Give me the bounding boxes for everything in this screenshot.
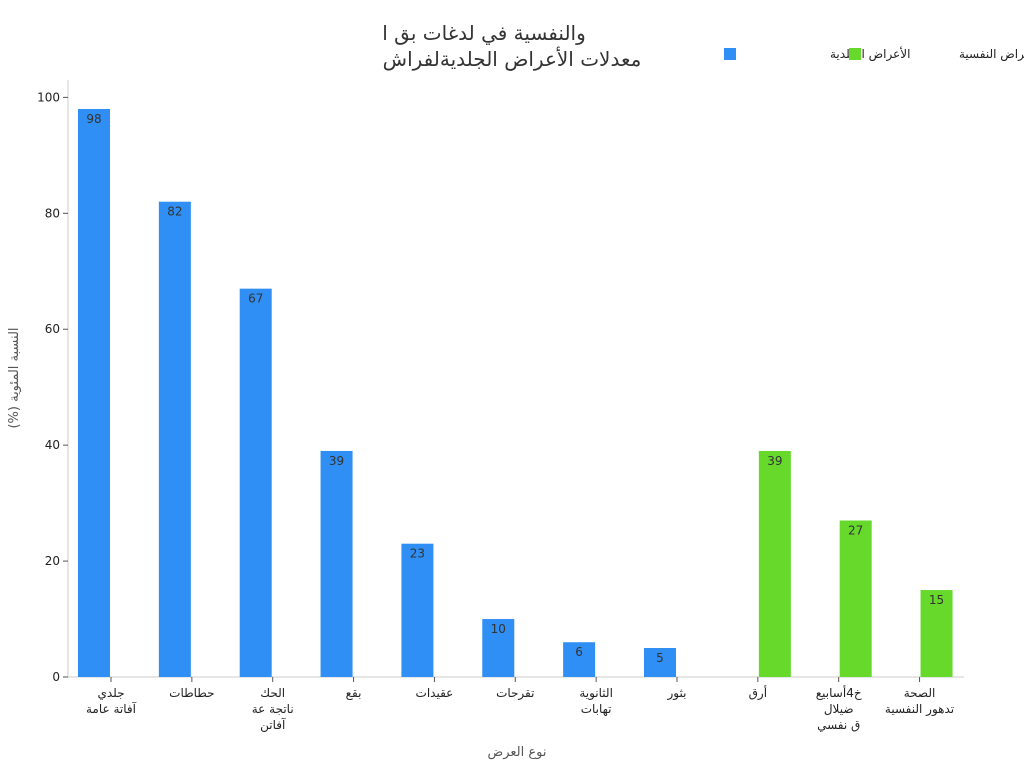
- legend-swatch-skin: [724, 48, 736, 60]
- bar-value-label: 23: [410, 547, 425, 561]
- y-tick-label: 40: [45, 438, 60, 452]
- y-tick-label: 20: [45, 554, 60, 568]
- bar: [563, 642, 596, 677]
- x-tick-label: خ4أسابيع ضيلال ق نفسي: [816, 685, 862, 732]
- x-tick-label: أرق: [749, 685, 767, 701]
- bar: [239, 288, 272, 677]
- x-tick-label-line: أرق: [749, 685, 767, 701]
- axes: 0 20 40 60 80 100 جلدي آفاتة عامة حطاطات الحك ناتج…: [37, 80, 964, 733]
- x-tick-label-line: الحك: [260, 686, 285, 700]
- bar: [920, 590, 953, 677]
- x-tick-label-line: ناتجة عة: [252, 702, 294, 716]
- y-tick-label: 0: [52, 670, 60, 684]
- x-tick-label: تقرحات: [496, 686, 534, 701]
- bar: [401, 543, 434, 677]
- x-tick-label-line: الصحة: [904, 686, 936, 700]
- bar: [78, 108, 110, 677]
- bar-value-label: 15: [929, 593, 944, 607]
- bars: 98 82 67 39 23 10 6 5 39 27 15: [78, 108, 953, 677]
- y-tick-label: 60: [45, 322, 60, 336]
- x-tick-label-line: تقرحات: [496, 686, 534, 701]
- x-tick-label: حطاطات: [169, 686, 214, 700]
- chart-title-line-2: معدلات الأعراض الجلديةلفراش: [383, 47, 642, 71]
- x-tick-label-line: آفاتة عامة: [86, 701, 137, 716]
- x-tick-label-line: بقع: [346, 686, 362, 700]
- bar-value-label: 5: [656, 651, 664, 665]
- bar-value-label: 39: [767, 454, 782, 468]
- bar-value-label: 39: [329, 454, 344, 468]
- x-tick-label: بثور: [666, 686, 686, 701]
- x-tick-label-line: عقيدات: [416, 686, 454, 700]
- x-tick-label-line: ضيلال: [824, 702, 854, 716]
- x-tick-label-line: جلدي: [97, 686, 124, 700]
- bar-value-label: 6: [575, 645, 583, 659]
- bar: [643, 648, 676, 677]
- x-tick-label: الحك ناتجة عة آفاتن: [252, 686, 294, 733]
- bar: [482, 619, 515, 677]
- y-tick-label: 80: [45, 206, 60, 220]
- bar-value-label: 67: [248, 292, 263, 306]
- x-tick-label: جلدي آفاتة عامة: [86, 686, 137, 716]
- x-tick-label: الصحة تدهور النفسية: [885, 686, 954, 717]
- bar: [839, 520, 872, 677]
- legend-swatch-psych: [849, 48, 861, 60]
- bar: [758, 450, 791, 677]
- bar: [320, 450, 353, 677]
- bar: [158, 201, 191, 677]
- x-tick-label-line: الثانوية: [579, 686, 613, 701]
- x-tick-label-line: تدهور النفسية: [885, 702, 954, 717]
- chart-title-line-1: والنفسية في لدغات بق ا: [382, 21, 586, 46]
- y-axis-title: النسبة المئوية (%): [7, 327, 22, 428]
- legend: الأعراض الجلدية الأعراض النفسية: [724, 46, 1024, 62]
- legend-label-skin: الأعراض الجلدية: [830, 46, 910, 62]
- bar-value-label: 98: [86, 112, 101, 126]
- x-tick-label-line: ق نفسي: [817, 718, 860, 732]
- bar-value-label: 82: [167, 205, 182, 219]
- x-tick-label: بقع: [346, 686, 362, 700]
- legend-label-psych: الأعراض النفسية: [959, 46, 1024, 62]
- x-tick-label: الثانوية تهابات: [579, 686, 613, 716]
- x-tick-label: عقيدات: [416, 686, 454, 700]
- x-axis-title: نوع العرض: [488, 745, 547, 760]
- y-tick-label: 100: [37, 90, 60, 104]
- bar-value-label: 10: [491, 622, 506, 636]
- chart-title: والنفسية في لدغات بق ا معدلات الأعراض ال…: [382, 21, 641, 71]
- x-tick-label-line: بثور: [666, 686, 686, 701]
- x-tick-label-line: آفاتن: [260, 717, 286, 733]
- bar-value-label: 27: [848, 524, 863, 538]
- x-tick-label-line: حطاطات: [169, 686, 214, 700]
- x-tick-label-line: تهابات: [581, 702, 612, 716]
- x-tick-label-line: خ4أسابيع: [816, 685, 862, 700]
